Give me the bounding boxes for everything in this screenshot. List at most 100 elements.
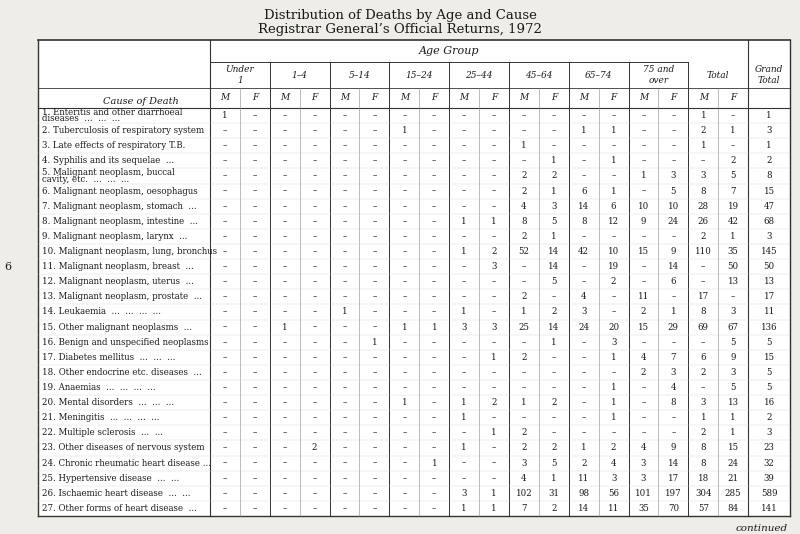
Text: 3: 3 bbox=[462, 489, 467, 498]
Text: 1: 1 bbox=[402, 126, 407, 135]
Text: –: – bbox=[313, 323, 317, 332]
Text: 8. Malignant neoplasm, intestine  ...: 8. Malignant neoplasm, intestine ... bbox=[42, 217, 198, 226]
Text: 2: 2 bbox=[641, 368, 646, 377]
Text: 4: 4 bbox=[641, 444, 646, 452]
Text: –: – bbox=[342, 428, 346, 437]
Text: –: – bbox=[552, 126, 556, 135]
Text: –: – bbox=[492, 171, 496, 180]
Text: –: – bbox=[282, 186, 287, 195]
Text: –: – bbox=[462, 262, 466, 271]
Text: –: – bbox=[582, 156, 586, 166]
Text: 27. Other forms of heart disease  ...: 27. Other forms of heart disease ... bbox=[42, 504, 197, 513]
Text: –: – bbox=[253, 459, 257, 468]
Text: 23. Other diseases of nervous system: 23. Other diseases of nervous system bbox=[42, 444, 205, 452]
Text: 10: 10 bbox=[638, 202, 649, 211]
Text: 2: 2 bbox=[581, 459, 586, 468]
Text: –: – bbox=[313, 171, 317, 180]
Text: 1: 1 bbox=[462, 308, 467, 317]
Text: 2: 2 bbox=[701, 232, 706, 241]
Text: 69: 69 bbox=[698, 323, 709, 332]
Text: 2: 2 bbox=[641, 308, 646, 317]
Text: –: – bbox=[402, 353, 406, 362]
Text: –: – bbox=[731, 111, 735, 120]
Text: –: – bbox=[462, 171, 466, 180]
Text: 1: 1 bbox=[766, 111, 772, 120]
Text: –: – bbox=[492, 474, 496, 483]
Text: –: – bbox=[253, 186, 257, 195]
Text: –: – bbox=[402, 171, 406, 180]
Text: –: – bbox=[372, 126, 377, 135]
Text: 2: 2 bbox=[521, 428, 526, 437]
Text: 1: 1 bbox=[491, 217, 497, 226]
Text: 3: 3 bbox=[611, 474, 616, 483]
Text: –: – bbox=[313, 474, 317, 483]
Text: 10. Malignant neoplasm, lung, bronchus: 10. Malignant neoplasm, lung, bronchus bbox=[42, 247, 217, 256]
Text: –: – bbox=[462, 111, 466, 120]
Text: 13: 13 bbox=[728, 277, 738, 286]
Text: Distribution of Deaths by Age and Cause: Distribution of Deaths by Age and Cause bbox=[263, 10, 537, 22]
Text: 1: 1 bbox=[610, 383, 617, 392]
Text: –: – bbox=[222, 293, 227, 301]
Text: 1: 1 bbox=[431, 323, 437, 332]
Text: –: – bbox=[282, 111, 287, 120]
Text: 42: 42 bbox=[578, 247, 590, 256]
Text: –: – bbox=[253, 217, 257, 226]
Text: 7: 7 bbox=[730, 186, 736, 195]
Text: 25–44: 25–44 bbox=[466, 70, 493, 80]
Text: –: – bbox=[611, 171, 616, 180]
Text: –: – bbox=[582, 428, 586, 437]
Text: –: – bbox=[372, 186, 377, 195]
Text: –: – bbox=[253, 293, 257, 301]
Text: –: – bbox=[372, 353, 377, 362]
Text: –: – bbox=[342, 337, 346, 347]
Text: 1: 1 bbox=[491, 504, 497, 513]
Text: 1: 1 bbox=[730, 232, 736, 241]
Text: –: – bbox=[222, 428, 227, 437]
Text: M: M bbox=[579, 93, 588, 103]
Text: –: – bbox=[432, 308, 437, 317]
Text: 67: 67 bbox=[728, 323, 738, 332]
Text: –: – bbox=[372, 444, 377, 452]
Text: 2: 2 bbox=[766, 413, 772, 422]
Text: –: – bbox=[342, 398, 346, 407]
Text: –: – bbox=[372, 156, 377, 166]
Text: 110: 110 bbox=[695, 247, 712, 256]
Text: –: – bbox=[372, 308, 377, 317]
Text: –: – bbox=[282, 428, 287, 437]
Text: –: – bbox=[611, 308, 616, 317]
Text: –: – bbox=[432, 474, 437, 483]
Text: –: – bbox=[313, 202, 317, 211]
Text: 5: 5 bbox=[730, 171, 736, 180]
Text: –: – bbox=[522, 126, 526, 135]
Text: 32: 32 bbox=[764, 459, 774, 468]
Text: –: – bbox=[402, 504, 406, 513]
Text: –: – bbox=[222, 126, 227, 135]
Text: –: – bbox=[313, 398, 317, 407]
Text: –: – bbox=[342, 474, 346, 483]
Text: –: – bbox=[342, 217, 346, 226]
Text: 3: 3 bbox=[766, 428, 772, 437]
Text: 6: 6 bbox=[701, 353, 706, 362]
Text: –: – bbox=[372, 247, 377, 256]
Text: –: – bbox=[342, 504, 346, 513]
Text: –: – bbox=[222, 383, 227, 392]
Text: –: – bbox=[671, 413, 675, 422]
Text: 8: 8 bbox=[701, 459, 706, 468]
Text: –: – bbox=[282, 489, 287, 498]
Text: –: – bbox=[402, 308, 406, 317]
Text: 3: 3 bbox=[641, 459, 646, 468]
Text: 6: 6 bbox=[581, 186, 586, 195]
Text: –: – bbox=[522, 262, 526, 271]
Text: –: – bbox=[282, 413, 287, 422]
Text: 2: 2 bbox=[521, 353, 526, 362]
Text: –: – bbox=[282, 293, 287, 301]
Text: –: – bbox=[462, 293, 466, 301]
Text: 3: 3 bbox=[581, 308, 586, 317]
Text: –: – bbox=[432, 353, 437, 362]
Text: –: – bbox=[402, 413, 406, 422]
Text: –: – bbox=[282, 142, 287, 150]
Text: –: – bbox=[313, 489, 317, 498]
Text: 8: 8 bbox=[701, 308, 706, 317]
Text: –: – bbox=[222, 474, 227, 483]
Text: –: – bbox=[342, 293, 346, 301]
